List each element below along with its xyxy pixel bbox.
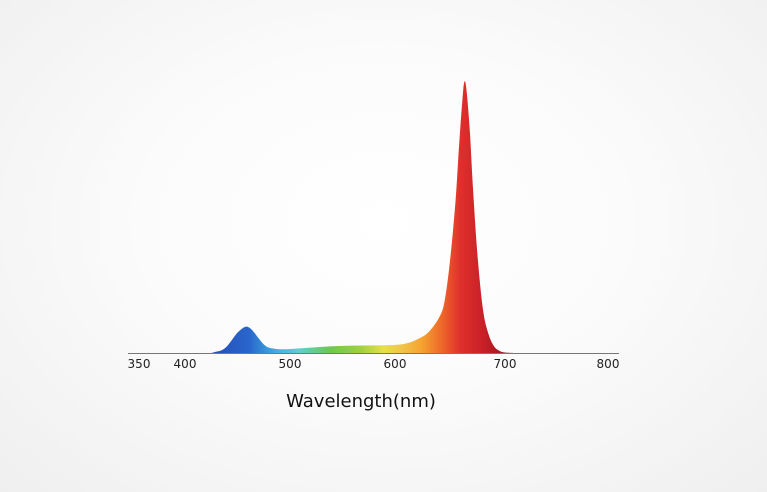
x-tick-label-600: 600 [384, 357, 407, 371]
x-axis-title: Wavelength(nm) [286, 391, 436, 412]
x-tick-label-800: 800 [597, 357, 620, 371]
plot-area [211, 81, 516, 354]
x-axis-ticks: 350 400 500 600 700 800 [128, 357, 620, 371]
x-tick-label-400: 400 [174, 357, 197, 371]
x-tick-label-700: 700 [494, 357, 517, 371]
x-tick-label-350: 350 [128, 357, 151, 371]
x-tick-label-500: 500 [279, 357, 302, 371]
spectrum-area [211, 81, 516, 354]
